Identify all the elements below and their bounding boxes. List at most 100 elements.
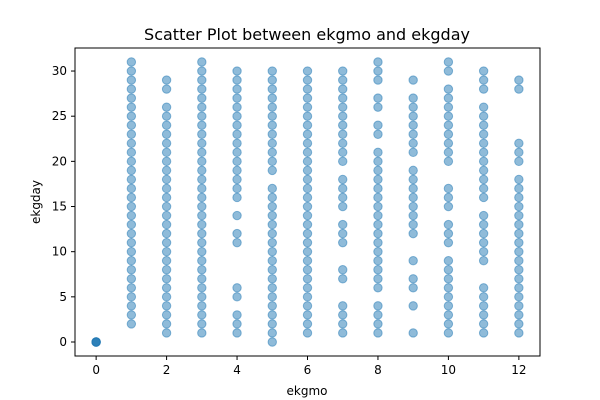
scatter-point	[514, 201, 524, 212]
scatter-point	[338, 274, 348, 284]
scatter-point	[232, 292, 242, 302]
scatter-point	[338, 75, 348, 85]
scatter-point	[161, 201, 172, 212]
scatter-point	[126, 237, 137, 248]
scatter-point	[161, 246, 172, 257]
scatter-point	[408, 274, 418, 284]
scatter-point	[338, 120, 348, 130]
scatter-point	[232, 84, 242, 94]
scatter-point	[197, 256, 207, 266]
scatter-point	[161, 256, 172, 266]
chart-title: Scatter Plot between ekgmo and ekgday	[144, 25, 470, 44]
scatter-point	[302, 156, 313, 167]
scatter-point	[232, 319, 242, 329]
scatter-point	[443, 84, 454, 94]
scatter-point	[197, 201, 207, 212]
scatter-point	[232, 228, 242, 239]
scatter-point	[302, 93, 313, 103]
scatter-point	[338, 319, 348, 329]
scatter-point	[161, 219, 172, 230]
y-axis-label: ekgday	[29, 180, 43, 224]
scatter-point	[302, 292, 313, 302]
scatter-point	[126, 111, 137, 121]
scatter-point	[408, 192, 418, 203]
scatter-point	[443, 129, 454, 139]
scatter-point	[161, 274, 172, 284]
scatter-point	[478, 319, 489, 329]
scatter-point	[302, 328, 313, 338]
scatter-point	[478, 237, 489, 248]
scatter-point	[514, 192, 524, 203]
scatter-point	[267, 219, 277, 230]
scatter-point	[302, 301, 313, 311]
scatter-point	[373, 129, 383, 139]
scatter-point	[232, 93, 242, 103]
scatter-point	[232, 75, 242, 85]
scatter-point	[161, 102, 172, 112]
y-tick-label: 15	[52, 200, 67, 214]
scatter-point	[338, 328, 348, 338]
scatter-point	[338, 138, 348, 148]
scatter-point	[267, 183, 277, 194]
scatter-point	[338, 192, 348, 203]
scatter-point	[443, 93, 454, 103]
scatter-point	[373, 237, 383, 248]
scatter-point	[232, 120, 242, 130]
scatter-point	[338, 201, 348, 212]
scatter-point	[408, 138, 418, 148]
scatter-point	[443, 256, 454, 266]
scatter-point	[126, 265, 137, 275]
scatter-point	[197, 138, 207, 148]
scatter-point	[338, 183, 348, 194]
scatter-point	[373, 174, 383, 185]
scatter-point	[514, 246, 524, 257]
scatter-point	[197, 84, 207, 94]
scatter-point	[197, 93, 207, 103]
scatter-point	[267, 201, 277, 212]
scatter-point	[373, 246, 383, 257]
scatter-point	[126, 147, 137, 158]
scatter-point	[126, 174, 137, 185]
scatter-point	[232, 138, 242, 148]
scatter-point	[161, 138, 172, 148]
scatter-point	[161, 174, 172, 185]
scatter-point	[373, 165, 383, 176]
scatter-point	[126, 183, 137, 194]
scatter-point	[197, 219, 207, 230]
scatter-point	[408, 75, 418, 85]
scatter-point	[443, 120, 454, 130]
scatter-point	[443, 292, 454, 302]
scatter-point	[197, 102, 207, 112]
scatter-point	[232, 129, 242, 139]
scatter-point	[126, 301, 137, 311]
scatter-point	[373, 102, 383, 112]
scatter-point	[373, 274, 383, 284]
scatter-point	[338, 66, 348, 76]
scatter-point	[197, 129, 207, 139]
scatter-point	[197, 228, 207, 239]
scatter-point	[197, 147, 207, 158]
scatter-point	[443, 138, 454, 148]
scatter-point	[373, 147, 383, 158]
scatter-point	[338, 301, 348, 311]
scatter-point	[478, 256, 489, 266]
scatter-point	[408, 256, 418, 266]
scatter-point	[197, 120, 207, 130]
scatter-point	[267, 328, 277, 338]
scatter-point	[302, 174, 313, 185]
x-tick-label: 2	[163, 363, 171, 377]
scatter-point	[514, 256, 524, 266]
scatter-point	[197, 174, 207, 185]
scatter-point	[443, 102, 454, 112]
scatter-point	[408, 165, 418, 176]
scatter-point	[514, 228, 524, 239]
scatter-point	[126, 129, 137, 139]
scatter-point	[338, 156, 348, 167]
scatter-point	[478, 301, 489, 311]
scatter-point	[267, 138, 277, 148]
scatter-point	[514, 301, 524, 311]
scatter-point	[338, 310, 348, 320]
scatter-point	[197, 57, 207, 67]
scatter-point	[197, 75, 207, 85]
scatter-point	[267, 292, 277, 302]
